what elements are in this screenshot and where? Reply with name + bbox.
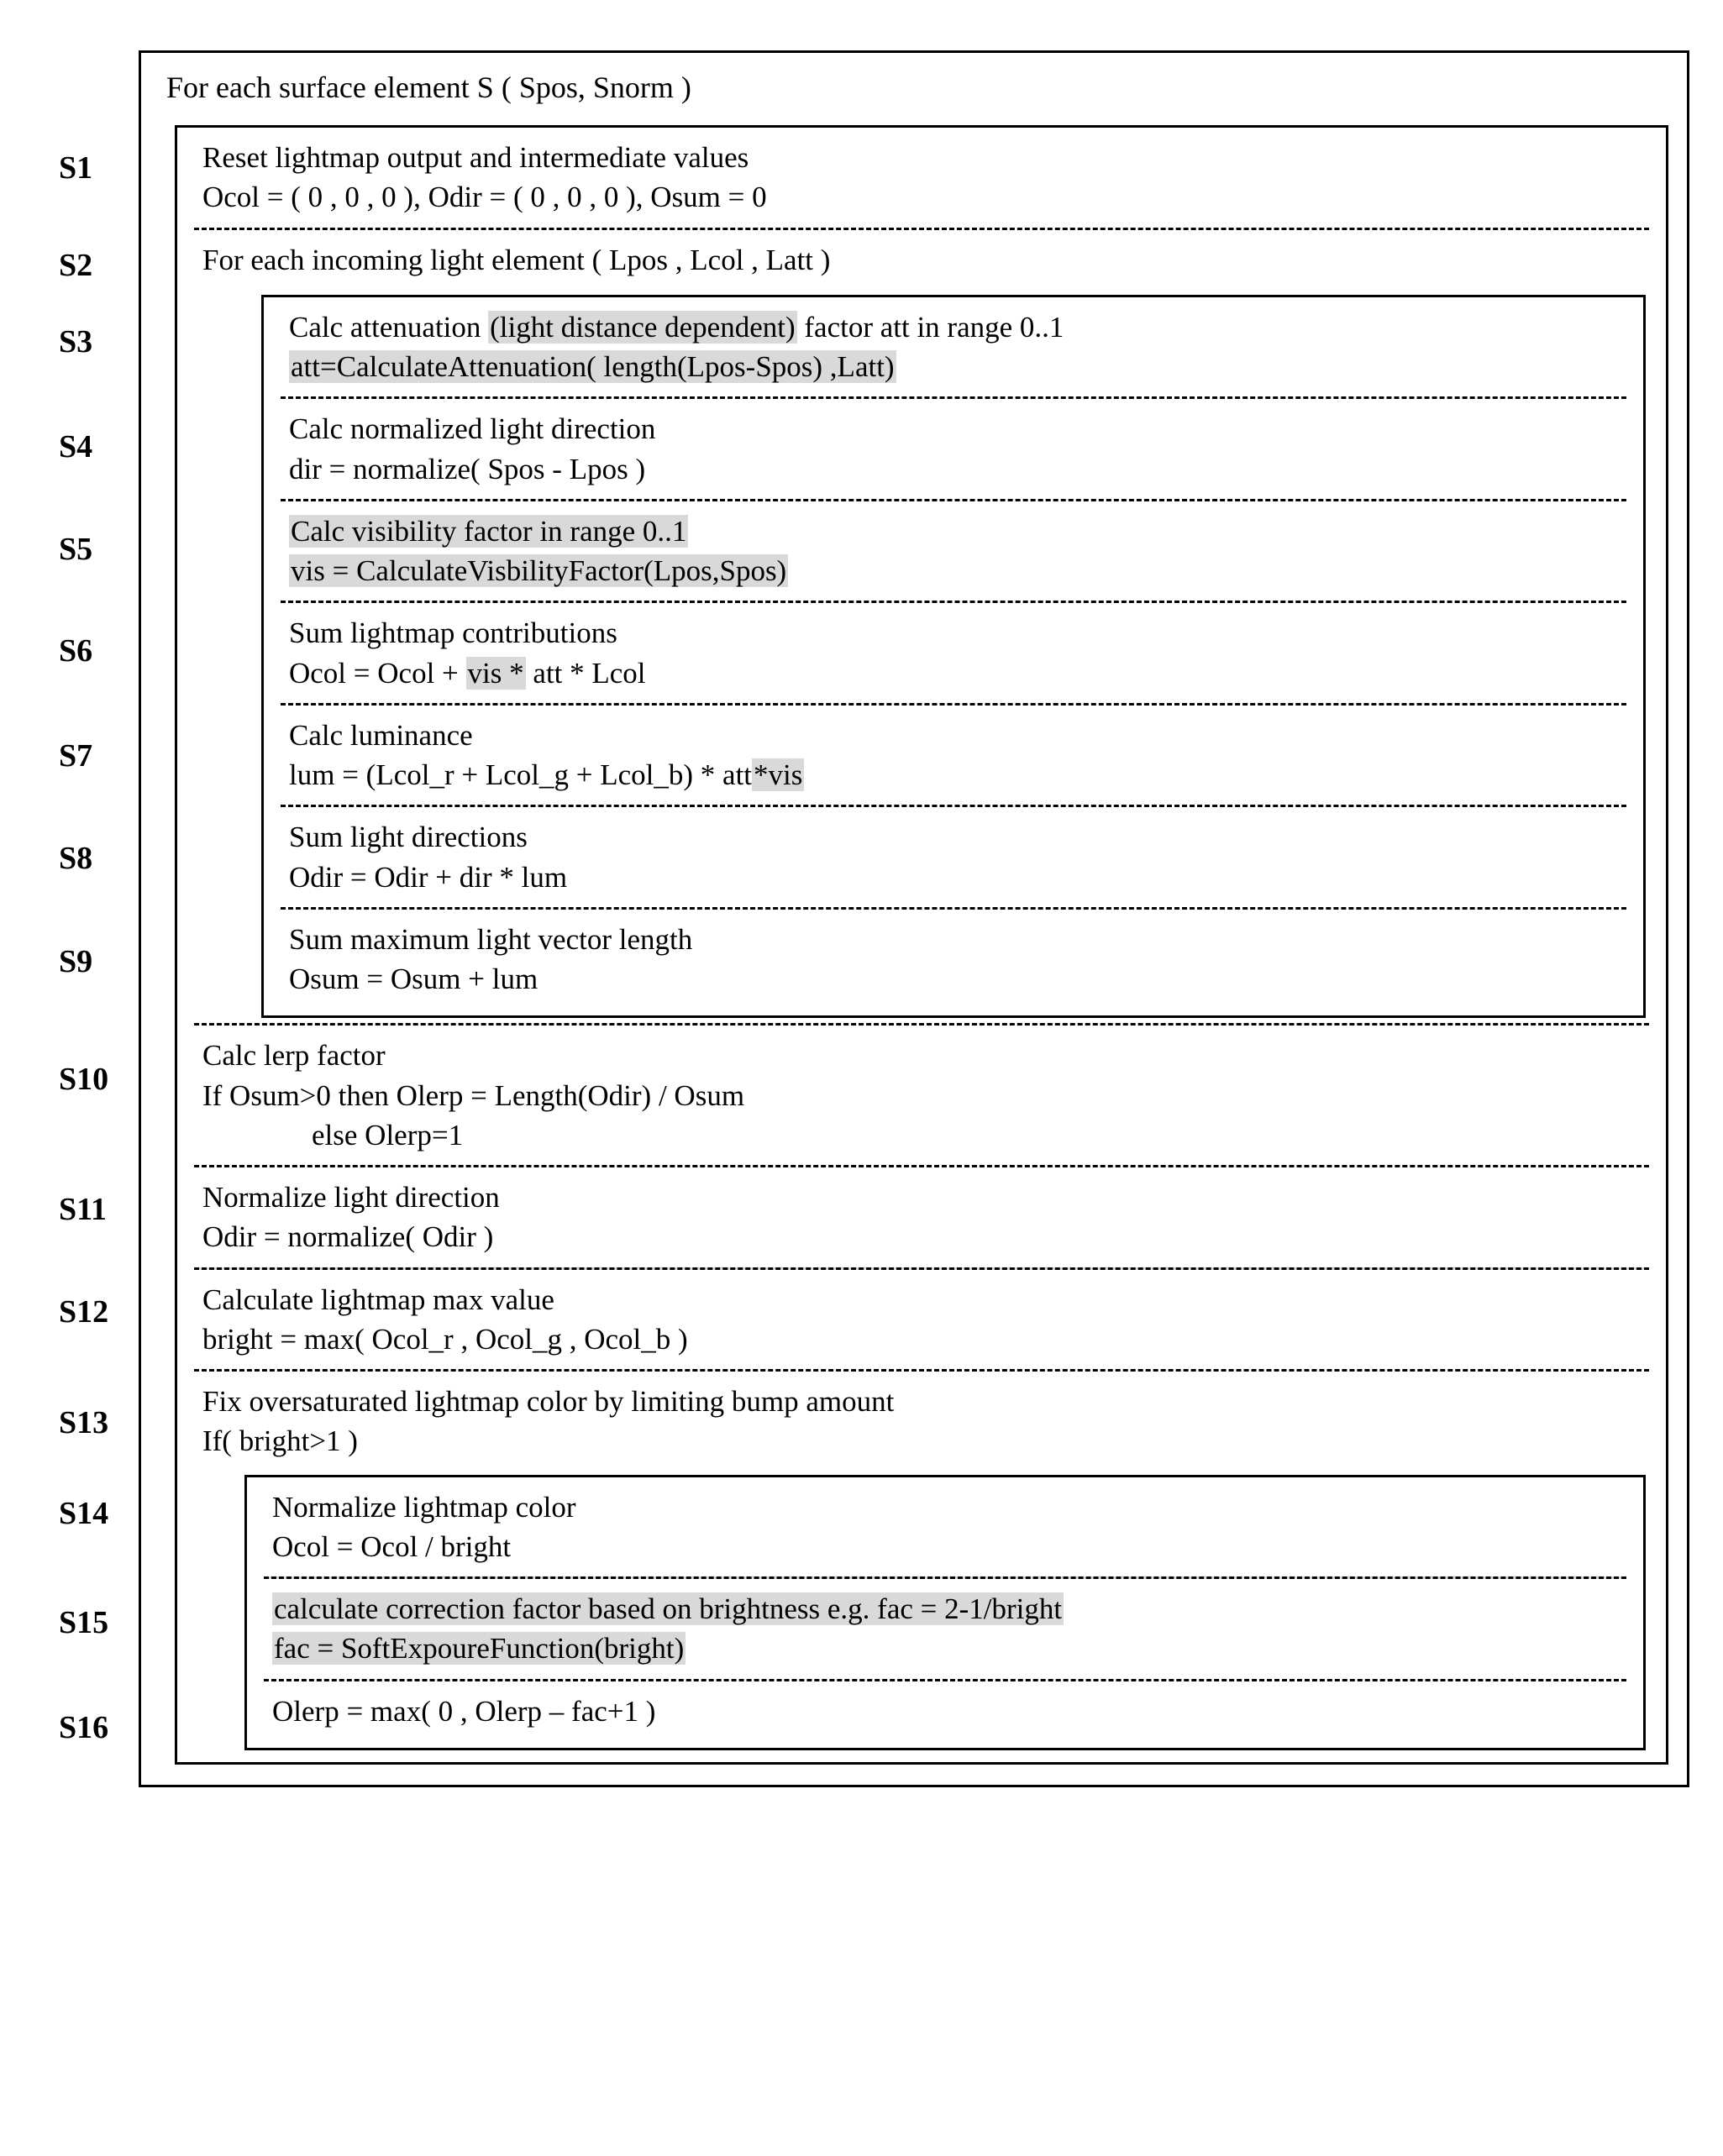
step-s8: Sum light directions Odir = Odir + dir *…: [264, 807, 1643, 907]
s9-line1: Sum maximum light vector length: [289, 920, 1618, 959]
s14-line1: Normalize lightmap color: [272, 1487, 1618, 1527]
light-loop-box: Calc attenuation (light distance depende…: [261, 295, 1646, 1019]
label-s4: S4: [59, 428, 92, 465]
s15-line1: calculate correction factor based on bri…: [272, 1589, 1618, 1629]
step-s13: Fix oversaturated lightmap color by limi…: [177, 1372, 1666, 1471]
s11-line1: Normalize light direction: [202, 1178, 1641, 1217]
label-s7: S7: [59, 737, 92, 774]
s1-code: Ocol = ( 0 , 0 , 0 ), Odir = ( 0 , 0 , 0…: [202, 177, 1641, 217]
s10-line1: Calc lerp factor: [202, 1036, 1641, 1075]
step-s12: Calculate lightmap max value bright = ma…: [177, 1270, 1666, 1370]
outer-loop-title: For each surface element S ( Spos, Snorm…: [141, 53, 1687, 125]
s11-line2: Odir = normalize( Odir ): [202, 1217, 1641, 1256]
s16-text: Olerp = max( 0 , Olerp – fac+1 ): [272, 1692, 1618, 1731]
label-s8: S8: [59, 840, 92, 877]
label-s1: S1: [59, 150, 92, 186]
s9-line2: Osum = Osum + lum: [289, 959, 1618, 999]
step-s1: Reset lightmap output and intermediate v…: [177, 128, 1666, 228]
s4-line1: Calc normalized light direction: [289, 409, 1618, 449]
s6-c: att * Lcol: [526, 657, 646, 690]
s3-line2: att=CalculateAttenuation( length(Lpos-Sp…: [289, 347, 1618, 386]
s8-line1: Sum light directions: [289, 817, 1618, 857]
step-s3: Calc attenuation (light distance depende…: [264, 297, 1643, 397]
label-s15: S15: [59, 1604, 108, 1641]
step-s15: calculate correction factor based on bri…: [247, 1579, 1643, 1679]
s15-line2: fac = SoftExpoureFunction(bright): [272, 1629, 1618, 1668]
label-s2: S2: [59, 247, 92, 284]
s6-grey: vis *: [466, 657, 526, 690]
outer-loop-box: For each surface element S ( Spos, Snorm…: [139, 50, 1689, 1787]
step-s4: Calc normalized light direction dir = no…: [264, 399, 1643, 499]
label-s16: S16: [59, 1709, 108, 1746]
step-s14: Normalize lightmap color Ocol = Ocol / b…: [247, 1477, 1643, 1577]
label-s6: S6: [59, 632, 92, 669]
s14-line2: Ocol = Ocol / bright: [272, 1527, 1618, 1566]
label-s14: S14: [59, 1495, 108, 1532]
if-bright-block: Normalize lightmap color Ocol = Ocol / b…: [244, 1475, 1646, 1750]
s3-grey-inline: (light distance dependent): [488, 311, 796, 344]
s13-line2: If( bright>1 ): [202, 1421, 1641, 1461]
s12-line2: bright = max( Ocol_r , Ocol_g , Ocol_b ): [202, 1319, 1641, 1359]
algorithm-diagram: S1 S2 S3 S4 S5 S6 S7 S8 S9 S10 S11 S12 S…: [59, 50, 1689, 1787]
label-s9: S9: [59, 943, 92, 980]
step-s16: Olerp = max( 0 , Olerp – fac+1 ): [247, 1681, 1643, 1741]
s5-l1-grey: Calc visibility factor in range 0..1: [289, 515, 688, 548]
s10-line2: If Osum>0 then Olerp = Length(Odir) / Os…: [202, 1076, 1641, 1115]
step-s2: For each incoming light element ( Lpos ,…: [177, 230, 1666, 290]
s5-l2-grey: vis = CalculateVisbilityFactor(Lpos,Spos…: [289, 554, 788, 587]
s15-l1-grey: calculate correction factor based on bri…: [272, 1592, 1064, 1625]
s7-a: lum = (Lcol_r + Lcol_g + Lcol_b) * att: [289, 758, 752, 791]
s6-line1: Sum lightmap contributions: [289, 613, 1618, 653]
step-s11: Normalize light direction Odir = normali…: [177, 1167, 1666, 1267]
label-s10: S10: [59, 1061, 108, 1098]
s5-line2: vis = CalculateVisbilityFactor(Lpos,Spos…: [289, 551, 1618, 590]
s15-l2-grey: fac = SoftExpoureFunction(bright): [272, 1632, 686, 1665]
label-s11: S11: [59, 1191, 107, 1228]
s3-text-a: Calc attenuation: [289, 311, 488, 344]
s7-line1: Calc luminance: [289, 716, 1618, 755]
step-s7: Calc luminance lum = (Lcol_r + Lcol_g + …: [264, 706, 1643, 805]
s4-line2: dir = normalize( Spos - Lpos ): [289, 449, 1618, 489]
inner-body-box: Reset lightmap output and intermediate v…: [175, 125, 1668, 1765]
step-s5: Calc visibility factor in range 0..1 vis…: [264, 501, 1643, 601]
label-s3: S3: [59, 323, 92, 360]
s3-line1: Calc attenuation (light distance depende…: [289, 307, 1618, 347]
s6-a: Ocol = Ocol +: [289, 657, 466, 690]
s13-line1: Fix oversaturated lightmap color by limi…: [202, 1382, 1641, 1421]
s7-grey: *vis: [752, 758, 804, 791]
label-s13: S13: [59, 1404, 108, 1441]
step-s10: Calc lerp factor If Osum>0 then Olerp = …: [177, 1026, 1666, 1165]
s3-line2-grey: att=CalculateAttenuation( length(Lpos-Sp…: [289, 350, 896, 383]
s10-line3: else Olerp=1: [202, 1115, 1641, 1155]
s1-desc: Reset lightmap output and intermediate v…: [202, 138, 1641, 177]
s7-line2: lum = (Lcol_r + Lcol_g + Lcol_b) * att*v…: [289, 755, 1618, 795]
label-s12: S12: [59, 1293, 108, 1330]
label-s5: S5: [59, 531, 92, 568]
s3-text-c: factor att in range 0..1: [797, 311, 1064, 344]
s6-line2: Ocol = Ocol + vis * att * Lcol: [289, 653, 1618, 693]
s12-line1: Calculate lightmap max value: [202, 1280, 1641, 1319]
step-s9: Sum maximum light vector length Osum = O…: [264, 910, 1643, 1010]
step-s6: Sum lightmap contributions Ocol = Ocol +…: [264, 603, 1643, 703]
s2-text: For each incoming light element ( Lpos ,…: [202, 240, 1641, 280]
s5-line1: Calc visibility factor in range 0..1: [289, 511, 1618, 551]
s8-line2: Odir = Odir + dir * lum: [289, 858, 1618, 897]
